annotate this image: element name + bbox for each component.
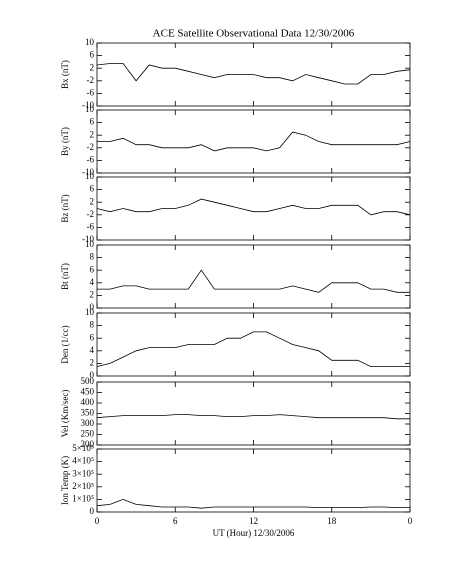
y-tick-label: 10: [85, 239, 95, 249]
y-tick-label: 10: [85, 104, 95, 114]
y-tick-label: 2: [90, 289, 95, 299]
y-axis-label: Ion Temp (K): [60, 456, 70, 505]
y-tick-label: 6: [90, 332, 95, 342]
y-tick-label: 2: [90, 196, 95, 206]
y-tick-label: 6: [90, 50, 95, 60]
panel-frame: [96, 448, 411, 513]
data-line: [97, 131, 411, 152]
y-axis-label: Den (1/cc): [60, 325, 70, 363]
y-tick-label: 4: [90, 345, 95, 355]
y-tick-label: 0: [90, 506, 95, 516]
y-tick-label: 350: [81, 408, 95, 418]
x-tick-label: 0: [95, 516, 100, 526]
x-tick-label: 6: [173, 516, 178, 526]
y-tick-label: 6: [90, 264, 95, 274]
y-tick-label: -6: [87, 87, 95, 97]
y-tick-label: -10: [82, 234, 94, 244]
y-tick-label: 6: [90, 117, 95, 127]
y-axis-label: Bx (nT): [60, 60, 70, 89]
panel-frame: [96, 312, 411, 377]
y-tick-label: -6: [87, 221, 95, 231]
y-tick-label: -2: [87, 209, 95, 219]
data-line: [96, 198, 411, 216]
y-tick-label: -10: [82, 100, 94, 110]
y-axis-label: Vel (Km/sec): [60, 390, 70, 438]
y-tick-label: 450: [81, 387, 95, 397]
y-tick-label: 8: [90, 320, 95, 330]
y-tick-label: 300: [81, 418, 95, 428]
chart-title: ACE Satellite Observational Data 12/30/2…: [153, 28, 355, 40]
y-tick-label: 250: [81, 429, 95, 439]
y-axis-label: Bz (nT): [60, 194, 70, 222]
y-tick-label: 2: [90, 357, 95, 367]
y-tick-label: 200: [81, 439, 95, 449]
data-line: [96, 414, 410, 420]
y-tick-label: -6: [87, 154, 95, 164]
panel-frame: [96, 381, 411, 446]
y-tick-label: 2: [90, 129, 95, 139]
y-tick-label: 6: [90, 184, 95, 194]
y-tick-label: 1×10⁵: [72, 493, 94, 503]
y-tick-label: 8: [90, 252, 95, 262]
y-tick-label: 0: [90, 370, 95, 380]
y-tick-label: 2: [90, 62, 95, 72]
y-tick-label: 500: [81, 376, 95, 386]
data-line: [96, 331, 410, 367]
panel-frame: [96, 109, 411, 174]
x-tick-label: 18: [327, 516, 337, 526]
panel-frame: [96, 176, 411, 241]
x-axis-label: UT (Hour) 12/30/2006: [213, 528, 295, 538]
y-tick-label: 10: [85, 171, 95, 181]
data-line: [97, 269, 410, 293]
y-tick-label: 400: [81, 397, 95, 407]
y-tick-label: -2: [87, 75, 95, 85]
panel-frame: [96, 244, 411, 309]
y-tick-label: -2: [87, 142, 95, 152]
y-tick-label: 2×10⁵: [72, 481, 94, 491]
x-tick-label: 0: [408, 516, 413, 526]
y-axis-label: By (nT): [60, 127, 70, 156]
y-tick-label: 0: [90, 302, 95, 312]
y-tick-label: 3×10⁵: [72, 468, 94, 478]
y-tick-label: 5×10⁵: [72, 443, 94, 453]
x-tick-label: 12: [249, 516, 258, 526]
y-tick-label: 10: [85, 307, 95, 317]
y-tick-label: 10: [85, 37, 95, 47]
y-tick-label: 4×10⁵: [72, 456, 94, 466]
data-line: [96, 498, 410, 509]
y-tick-label: -10: [82, 167, 94, 177]
y-axis-label: Bt (nT): [60, 263, 70, 290]
y-tick-label: 4: [90, 277, 95, 287]
data-line: [96, 63, 411, 85]
